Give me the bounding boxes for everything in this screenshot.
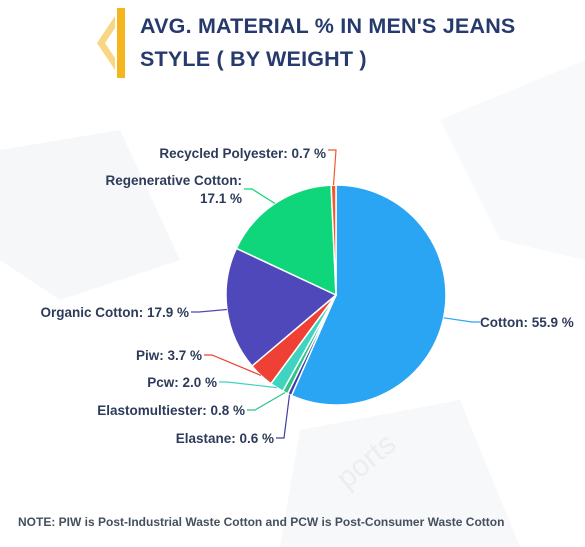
leader-line-organic-cotton	[191, 308, 228, 313]
pie-slice-recycled-polyester	[330, 184, 337, 296]
pie-slices	[225, 184, 447, 406]
label-elastane: Elastane: 0.6 %	[176, 431, 274, 446]
leader-lines	[191, 149, 480, 439]
pie-slice-regenerative-cotton	[235, 184, 337, 297]
leader-line-pcw	[219, 381, 277, 389]
label-recycled-polyester: Recycled Polyester: 0.7 %	[159, 146, 326, 161]
label-regenerative-cotton-line2: 17.1 %	[200, 191, 242, 206]
leader-line-cotton	[443, 317, 480, 323]
label-cotton: Cotton: 55.9 %	[480, 315, 574, 330]
label-elastomultiester: Elastomultiester: 0.8 %	[97, 403, 245, 418]
leader-line-elastomultiester	[247, 391, 286, 411]
leader-line-recycled-polyester	[328, 149, 337, 186]
footnote: NOTE: PIW is Post-Industrial Waste Cotto…	[18, 515, 505, 529]
leader-line-regenerative-cotton	[244, 188, 276, 205]
label-organic-cotton: Organic Cotton: 17.9 %	[40, 305, 189, 320]
pie-slice-cotton	[290, 184, 447, 406]
page-title: AVG. MATERIAL % IN MEN'S JEANS STYLE ( B…	[140, 10, 560, 76]
title-line-1: AVG. MATERIAL % IN MEN'S JEANS	[140, 14, 516, 38]
pie-slice-organic-cotton	[225, 247, 338, 368]
label-piw: Piw: 3.7 %	[136, 348, 202, 363]
label-regenerative-cotton-line1: Regenerative Cotton:	[105, 173, 242, 188]
title-line-2: STYLE ( BY WEIGHT )	[140, 47, 367, 71]
leader-line-elastane	[276, 394, 291, 439]
accent-chevron-icon	[97, 8, 125, 78]
slice-labels: Cotton: 55.9 % Elastane: 0.6 % Elastomul…	[40, 146, 573, 446]
leader-line-piw	[204, 354, 262, 376]
label-pcw: Pcw: 2.0 %	[147, 375, 217, 390]
